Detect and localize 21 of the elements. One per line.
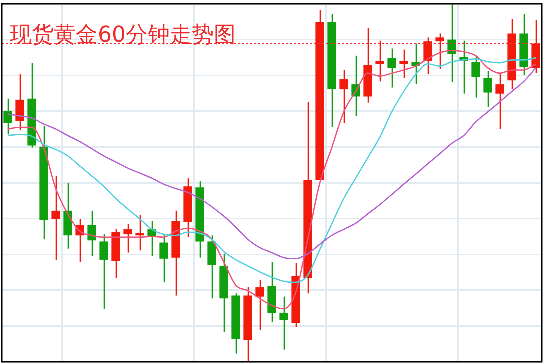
candlestick [340, 70, 348, 124]
candlestick [136, 214, 144, 252]
candlestick [376, 40, 384, 82]
candlestick [424, 37, 432, 76]
candlestick [52, 176, 60, 261]
candlestick [496, 72, 504, 130]
candlestick [436, 33, 444, 70]
candlestick [16, 74, 24, 132]
candlestick [400, 49, 408, 80]
candlestick [484, 70, 492, 108]
candlestick [472, 55, 480, 98]
candlestick [208, 234, 216, 300]
candlestick [124, 224, 132, 254]
text: 现货黄金60分钟走势图 [10, 22, 236, 50]
candlestick [280, 296, 288, 350]
candlestick [388, 48, 396, 88]
candlestick [88, 210, 96, 257]
candlestick [100, 234, 108, 310]
candlestick [4, 98, 12, 136]
candlestick [160, 234, 168, 284]
candlestick [256, 280, 264, 332]
